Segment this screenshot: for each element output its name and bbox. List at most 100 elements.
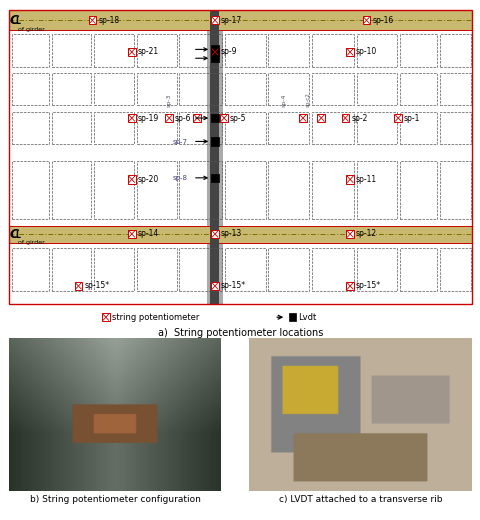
Bar — [311, 161, 354, 219]
Bar — [128, 175, 135, 184]
Text: sp-1: sp-1 — [403, 113, 420, 123]
Text: sp-7: sp-7 — [172, 139, 187, 145]
Bar — [268, 161, 308, 219]
Bar — [52, 34, 91, 67]
Bar — [88, 16, 96, 24]
Bar — [439, 34, 470, 67]
Text: sp-10: sp-10 — [355, 47, 376, 57]
Text: sp-20: sp-20 — [137, 175, 158, 184]
Bar — [137, 112, 176, 144]
Bar — [179, 34, 222, 67]
Bar — [439, 248, 470, 291]
Text: of girder: of girder — [18, 27, 45, 32]
Bar — [52, 248, 91, 291]
Bar — [12, 161, 49, 219]
Text: sp-11: sp-11 — [355, 175, 376, 184]
Bar — [225, 73, 265, 105]
Bar — [137, 73, 176, 105]
Text: sp-15*: sp-15* — [220, 281, 245, 291]
Bar — [399, 34, 436, 67]
Text: c) LVDT attached to a transverse rib: c) LVDT attached to a transverse rib — [278, 495, 442, 504]
Bar — [211, 174, 218, 182]
Bar — [12, 73, 49, 105]
Bar — [399, 161, 436, 219]
Bar — [357, 112, 396, 144]
Bar — [206, 10, 222, 304]
Bar — [128, 230, 135, 238]
Bar — [137, 34, 176, 67]
Text: string potentiometer: string potentiometer — [111, 313, 199, 322]
Bar — [268, 73, 308, 105]
Bar — [346, 48, 353, 56]
Bar — [357, 34, 396, 67]
Bar — [102, 313, 109, 321]
Bar — [94, 161, 134, 219]
Bar — [225, 112, 265, 144]
Bar — [357, 73, 396, 105]
Bar — [210, 10, 219, 304]
Bar — [211, 54, 218, 62]
Text: L: L — [15, 17, 20, 27]
Bar — [311, 73, 354, 105]
Bar — [439, 73, 470, 105]
Bar — [211, 282, 218, 290]
Text: sp-21: sp-21 — [137, 47, 158, 57]
Bar — [394, 114, 401, 122]
Bar — [179, 248, 222, 291]
Bar — [137, 248, 176, 291]
Bar — [357, 161, 396, 219]
Bar — [299, 114, 306, 122]
Bar — [52, 112, 91, 144]
Text: b) String potentiometer configuration: b) String potentiometer configuration — [30, 495, 201, 504]
Text: C: C — [10, 228, 19, 240]
Bar — [193, 114, 201, 122]
Bar — [357, 248, 396, 291]
Bar — [346, 282, 353, 290]
Bar — [288, 313, 296, 321]
Text: sp-4: sp-4 — [281, 93, 286, 107]
Bar — [399, 73, 436, 105]
Bar — [439, 112, 470, 144]
Text: Lvdt: Lvdt — [298, 313, 316, 322]
Bar — [9, 10, 471, 30]
Bar — [362, 16, 370, 24]
Bar — [9, 226, 471, 243]
Text: sp-6: sp-6 — [175, 113, 191, 123]
Bar — [179, 161, 222, 219]
Bar — [94, 112, 134, 144]
Bar — [341, 114, 348, 122]
Text: sp-14: sp-14 — [137, 229, 158, 239]
Text: sp-15*: sp-15* — [84, 281, 109, 291]
Bar — [211, 45, 218, 54]
Text: sp-12: sp-12 — [355, 229, 376, 239]
Bar — [225, 161, 265, 219]
Bar — [12, 248, 49, 291]
Bar — [220, 114, 228, 122]
Text: of girder: of girder — [18, 240, 45, 245]
Bar — [94, 248, 134, 291]
Bar — [211, 230, 218, 238]
Bar — [225, 248, 265, 291]
Text: sp-16: sp-16 — [372, 16, 393, 25]
Bar — [268, 248, 308, 291]
Bar — [311, 248, 354, 291]
Bar — [12, 34, 49, 67]
Text: sp-8: sp-8 — [172, 175, 187, 181]
Bar — [399, 112, 436, 144]
Bar — [211, 114, 218, 122]
Bar — [311, 34, 354, 67]
Text: sp-c2: sp-c2 — [305, 92, 310, 107]
Bar — [268, 112, 308, 144]
Text: sp-9: sp-9 — [220, 47, 237, 57]
Bar — [346, 230, 353, 238]
Bar — [94, 73, 134, 105]
Bar — [9, 10, 471, 304]
Text: sp-17: sp-17 — [220, 16, 241, 25]
Text: C: C — [10, 14, 19, 27]
Text: L: L — [15, 231, 20, 240]
Bar — [268, 34, 308, 67]
Bar — [211, 137, 218, 146]
Text: sp-15*: sp-15* — [355, 281, 380, 291]
Bar — [94, 34, 134, 67]
Text: sp-13: sp-13 — [220, 229, 241, 239]
